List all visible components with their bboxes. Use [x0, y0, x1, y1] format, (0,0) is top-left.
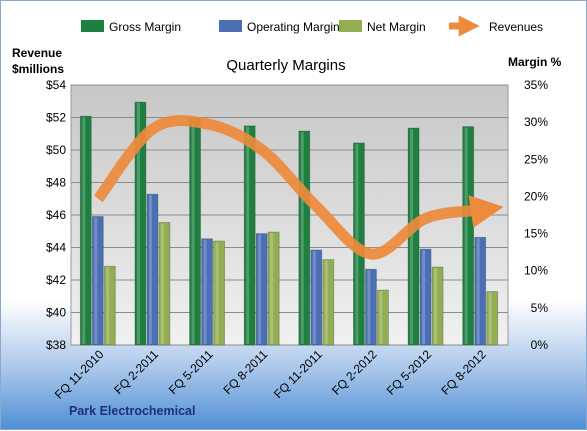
- bar-gross-margin-fq-8-2011: [243, 125, 256, 346]
- bar-net-margin-fq-5-2011: [213, 240, 225, 346]
- bar-highlight: [148, 195, 152, 344]
- legend-swatch-operating-margin: [219, 20, 242, 32]
- bar-operating-margin-fq-5-2012: [419, 248, 432, 346]
- bar-net-margin-fq-11-2011: [322, 259, 335, 346]
- bar-operating-margin-fq-11-2011: [310, 249, 323, 346]
- x-tick-label: FQ 2-2012: [329, 347, 380, 398]
- bar-gross-margin-fq-2-2011: [134, 101, 147, 346]
- company-footer: Park Electrochemical: [69, 404, 195, 418]
- bar-highlight: [488, 292, 492, 344]
- x-tick-label: FQ 11-2011: [271, 347, 325, 401]
- bar-highlight: [300, 132, 304, 344]
- left-tick-label: $38: [46, 338, 66, 352]
- bar-highlight: [136, 103, 140, 344]
- bar-operating-margin-fq-11-2010: [91, 216, 104, 346]
- right-tick-label: 0%: [531, 338, 549, 352]
- x-axis-ticks: FQ 11-2010 FQ 2-2011 FQ 5-2011 FQ 8-2011 FQ …: [52, 347, 489, 402]
- left-axis-title-line2: $millions: [12, 62, 64, 76]
- left-tick-label: $42: [46, 273, 66, 287]
- right-tick-label: 30%: [524, 115, 548, 129]
- revenue-point-fq-5-2012: [425, 217, 427, 219]
- legend-label-operating-margin: Operating Margin: [247, 20, 340, 34]
- revenue-point-fq-8-2011: [261, 149, 263, 151]
- right-tick-label: 20%: [524, 189, 548, 203]
- bar-highlight: [215, 242, 219, 344]
- bar-highlight: [270, 233, 274, 344]
- right-tick-label: 35%: [524, 78, 548, 92]
- left-tick-label: $50: [46, 143, 66, 157]
- revenue-point-fq-8-2012: [480, 209, 482, 211]
- bar-highlight: [312, 250, 316, 344]
- bar-highlight: [258, 234, 262, 344]
- x-tick-label: FQ 5-2011: [166, 347, 216, 397]
- legend-swatch-net-margin: [339, 20, 362, 32]
- bar-net-margin-fq-2-2011: [158, 222, 171, 346]
- right-tick-label: 25%: [524, 152, 548, 166]
- bar-highlight: [246, 126, 250, 344]
- bar-highlight: [410, 129, 414, 344]
- left-axis-title-line1: Revenue: [12, 46, 62, 60]
- bar-highlight: [476, 238, 480, 344]
- bar-gross-margin-fq-11-2010: [79, 115, 92, 346]
- revenue-point-fq-5-2011: [207, 123, 209, 125]
- revenue-point-fq-11-2011: [316, 206, 318, 208]
- revenue-point-fq-11-2010: [97, 198, 99, 200]
- legend-label-revenues: Revenues: [489, 20, 543, 34]
- bar-net-margin-fq-11-2010: [103, 265, 116, 346]
- bar-highlight: [94, 217, 98, 344]
- bar-highlight: [434, 268, 438, 344]
- bar-operating-margin-fq-2-2012: [365, 268, 377, 346]
- bar-highlight: [464, 127, 468, 344]
- right-axis-title: Margin %: [508, 55, 562, 69]
- bar-highlight: [203, 239, 207, 344]
- bar-highlight: [191, 118, 195, 344]
- legend-swatch-gross-margin: [81, 20, 104, 32]
- bar-highlight: [82, 117, 86, 344]
- right-tick-label: 5%: [531, 301, 549, 315]
- legend-label-gross-margin: Gross Margin: [109, 20, 181, 34]
- bar-operating-margin-fq-8-2011: [255, 233, 268, 346]
- x-tick-label: FQ 11-2010: [52, 347, 107, 402]
- right-tick-label: 10%: [524, 264, 548, 278]
- bar-net-margin-fq-5-2012: [431, 266, 444, 346]
- bar-highlight: [106, 267, 110, 344]
- bar-operating-margin-fq-5-2011: [201, 238, 213, 346]
- bar-gross-margin-fq-8-2012: [462, 126, 475, 346]
- x-tick-label: FQ 5-2012: [384, 347, 435, 398]
- chart-title: Quarterly Margins: [226, 57, 345, 74]
- bar-net-margin-fq-8-2011: [267, 231, 280, 346]
- left-tick-label: $40: [46, 306, 66, 320]
- legend: Gross Margin Operating Margin Net Margin…: [81, 15, 543, 37]
- bar-operating-margin-fq-8-2012: [474, 236, 487, 346]
- left-axis-ticks: $38 $40 $42 $44 $46 $48 $50 $52 $54: [46, 78, 66, 352]
- bar-highlight: [160, 223, 164, 344]
- bar-highlight: [367, 270, 371, 344]
- left-tick-label: $54: [46, 78, 66, 92]
- bar-net-margin-fq-8-2012: [486, 291, 499, 346]
- x-tick-label: FQ 8-2012: [438, 347, 489, 398]
- left-tick-label: $44: [46, 241, 66, 255]
- bar-highlight: [422, 250, 426, 344]
- bar-operating-margin-fq-2-2011: [146, 193, 159, 346]
- legend-label-net-margin: Net Margin: [367, 20, 426, 34]
- bar-net-margin-fq-2-2012: [377, 289, 389, 346]
- x-tick-label: FQ 8-2011: [220, 347, 270, 397]
- bar-gross-margin-fq-5-2011: [189, 117, 201, 346]
- revenue-line-group: [93, 114, 504, 260]
- right-axis-ticks: 0% 5% 10% 15% 20% 25% 30% 35%: [524, 78, 548, 352]
- revenue-point-fq-2-2011: [152, 128, 154, 130]
- left-tick-label: $48: [46, 176, 66, 190]
- revenue-point-fq-2-2012: [370, 253, 372, 255]
- bar-highlight: [379, 291, 383, 344]
- left-tick-label: $52: [46, 111, 66, 125]
- bar-highlight: [324, 260, 328, 344]
- right-tick-label: 15%: [524, 227, 548, 241]
- x-tick-label: FQ 2-2011: [111, 347, 161, 397]
- left-tick-label: $46: [46, 208, 66, 222]
- bar-gross-margin-fq-11-2011: [298, 130, 311, 346]
